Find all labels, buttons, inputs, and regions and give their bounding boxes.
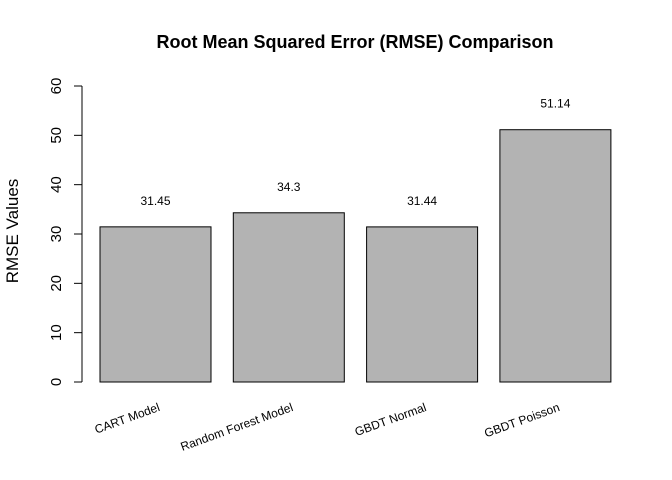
y-tick-label: 40 <box>48 176 65 193</box>
bars-group <box>99 129 612 383</box>
data-label: 51.14 <box>540 97 570 111</box>
data-label: 34.3 <box>277 180 301 194</box>
bar-cart-model <box>99 226 212 383</box>
data-label: 31.45 <box>140 194 170 208</box>
y-tick-label: 10 <box>48 324 65 341</box>
y-tick-label: 30 <box>48 226 65 243</box>
y-axis-ticks: 0 10 20 30 40 50 60 <box>48 78 82 386</box>
chart-title: Root Mean Squared Error (RMSE) Compariso… <box>156 32 553 52</box>
category-label: CART Model <box>93 400 162 436</box>
y-tick-label: 0 <box>48 378 65 386</box>
category-label: Random Forest Model <box>179 400 295 454</box>
bar-gbdt-poisson <box>499 129 612 383</box>
category-label: GBDT Normal <box>353 400 428 439</box>
y-tick-label: 20 <box>48 275 65 292</box>
category-label: GBDT Poisson <box>482 400 561 440</box>
y-axis-label: RMSE Values <box>3 179 22 284</box>
data-label: 31.44 <box>407 194 437 208</box>
y-tick-label: 50 <box>48 127 65 144</box>
y-tick-label: 60 <box>48 78 65 95</box>
category-labels-group: CART Model Random Forest Model GBDT Normal… <box>93 400 562 454</box>
bar-gbdt-normal <box>366 226 479 383</box>
data-labels-group: 31.45 34.3 31.44 51.14 <box>140 97 570 208</box>
bar-random-forest-model <box>232 212 345 383</box>
